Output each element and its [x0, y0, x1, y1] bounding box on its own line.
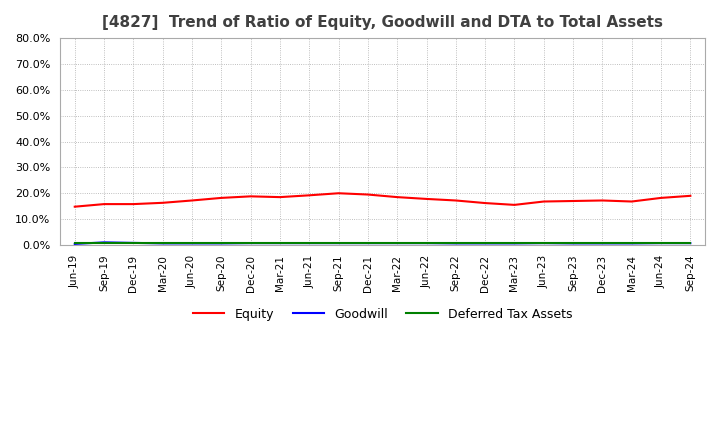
Deferred Tax Assets — [451, 241, 460, 246]
Legend: Equity, Goodwill, Deferred Tax Assets: Equity, Goodwill, Deferred Tax Assets — [188, 303, 577, 326]
Deferred Tax Assets — [539, 241, 548, 246]
Equity — [686, 193, 695, 198]
Equity — [627, 199, 636, 204]
Equity — [481, 201, 490, 206]
Equity — [129, 202, 138, 207]
Deferred Tax Assets — [686, 241, 695, 246]
Deferred Tax Assets — [364, 241, 372, 246]
Goodwill — [598, 241, 607, 246]
Goodwill — [510, 241, 519, 246]
Deferred Tax Assets — [129, 241, 138, 246]
Equity — [276, 194, 284, 200]
Deferred Tax Assets — [217, 241, 225, 246]
Equity — [539, 199, 548, 204]
Deferred Tax Assets — [246, 241, 255, 246]
Goodwill — [246, 241, 255, 246]
Line: Goodwill: Goodwill — [75, 242, 690, 244]
Goodwill — [422, 241, 431, 246]
Deferred Tax Assets — [334, 241, 343, 246]
Goodwill — [539, 241, 548, 246]
Goodwill — [627, 241, 636, 246]
Goodwill — [188, 241, 197, 246]
Deferred Tax Assets — [100, 241, 109, 246]
Line: Equity: Equity — [75, 193, 690, 207]
Equity — [246, 194, 255, 199]
Deferred Tax Assets — [71, 241, 79, 246]
Equity — [364, 192, 372, 197]
Equity — [100, 202, 109, 207]
Goodwill — [129, 240, 138, 246]
Equity — [71, 204, 79, 209]
Deferred Tax Assets — [569, 241, 577, 246]
Goodwill — [71, 241, 79, 246]
Deferred Tax Assets — [657, 241, 665, 246]
Goodwill — [481, 241, 490, 246]
Goodwill — [100, 240, 109, 245]
Goodwill — [305, 241, 314, 246]
Equity — [657, 195, 665, 201]
Equity — [158, 200, 167, 205]
Equity — [393, 194, 402, 200]
Equity — [422, 196, 431, 202]
Equity — [334, 191, 343, 196]
Goodwill — [334, 241, 343, 246]
Deferred Tax Assets — [627, 241, 636, 246]
Deferred Tax Assets — [393, 241, 402, 246]
Equity — [510, 202, 519, 208]
Equity — [188, 198, 197, 203]
Goodwill — [569, 241, 577, 246]
Deferred Tax Assets — [481, 241, 490, 246]
Equity — [598, 198, 607, 203]
Goodwill — [686, 241, 695, 246]
Title: [4827]  Trend of Ratio of Equity, Goodwill and DTA to Total Assets: [4827] Trend of Ratio of Equity, Goodwil… — [102, 15, 663, 30]
Goodwill — [657, 241, 665, 246]
Equity — [569, 198, 577, 204]
Deferred Tax Assets — [158, 241, 167, 246]
Goodwill — [276, 241, 284, 246]
Equity — [217, 195, 225, 201]
Deferred Tax Assets — [598, 241, 607, 246]
Deferred Tax Assets — [276, 241, 284, 246]
Goodwill — [393, 241, 402, 246]
Goodwill — [158, 241, 167, 246]
Deferred Tax Assets — [510, 241, 519, 246]
Goodwill — [364, 241, 372, 246]
Deferred Tax Assets — [422, 241, 431, 246]
Deferred Tax Assets — [188, 241, 197, 246]
Equity — [305, 193, 314, 198]
Equity — [451, 198, 460, 203]
Goodwill — [217, 241, 225, 246]
Goodwill — [451, 241, 460, 246]
Deferred Tax Assets — [305, 241, 314, 246]
